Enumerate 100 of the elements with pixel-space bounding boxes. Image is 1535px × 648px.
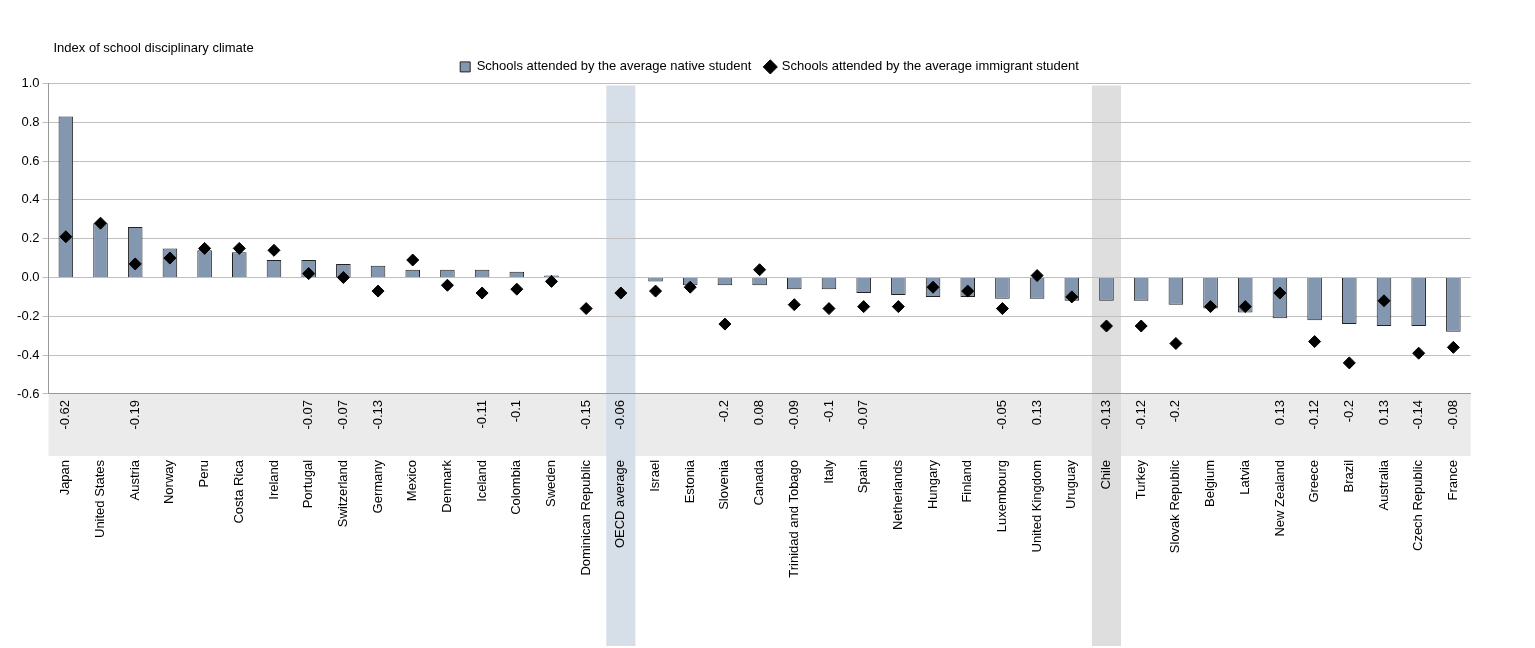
text: -0.05 [994,399,1009,430]
text: 0.08 [751,399,767,426]
point [1308,335,1322,349]
point [1446,340,1460,354]
x-tick-label: Sweden [543,459,559,507]
text: -0.06 [612,399,628,430]
x-tick-label: Dominican Republic [577,459,593,576]
y-tick-label: -0.2 [17,307,40,323]
point [440,278,454,292]
y-tick-label: 1.0 [21,74,40,90]
x-tick-label: Hungary [924,459,940,510]
text: -0.2 [1340,399,1356,423]
x-tick-label: OECD average [612,459,628,549]
text: 0.13 [1028,399,1044,426]
text: -0.2 [1167,399,1183,423]
point [1134,319,1148,333]
point [1412,346,1426,360]
y-tick-label: 0.6 [21,152,40,168]
point [1169,336,1183,350]
point [683,280,697,294]
text: -0.07 [855,399,871,430]
point [336,271,350,284]
point [544,274,558,288]
x-tick-label: New Zealand [1271,459,1287,537]
point [94,216,108,230]
x-tick-label: Germany [369,459,385,514]
point [198,241,212,255]
point [510,282,524,296]
y-tick-label: 0.2 [21,230,40,246]
x-tick-label: Trinidad and Tobago [785,459,801,578]
y-tick-label: 0.4 [21,191,40,207]
x-tick-label: Canada [751,459,767,506]
point [857,300,871,314]
point [128,257,142,271]
x-tick-label: Greece [1306,459,1322,503]
point [371,284,385,298]
text: -0.1 [820,399,836,423]
x-tick-label: Turkey [1132,459,1148,500]
x-tick-label: Japan [57,459,73,496]
x-tick-label: Denmark [438,459,454,513]
text: -0.08 [1444,399,1460,430]
x-tick-label: Israel [647,459,663,492]
text: -0.12 [1306,399,1322,430]
text: -0.19 [126,399,142,430]
x-tick-label: Latvia [1236,459,1252,495]
point [718,317,732,331]
x-tick-label: Netherlands [889,459,905,531]
text: -0.12 [1132,399,1148,430]
x-tick-label: Ireland [265,459,281,500]
point [787,298,801,312]
text: -0.09 [785,399,801,430]
point [1030,269,1044,283]
point [753,263,767,277]
legend-label: Schools attended by the average native student [476,58,752,74]
x-tick-label: Brazil [1340,459,1356,493]
point [1065,290,1079,304]
text: -0.15 [577,399,593,430]
point [406,253,420,267]
point [1204,300,1218,314]
point [891,300,905,314]
x-tick-label: Australia [1375,459,1391,511]
x-tick-label: Portugal [300,459,316,509]
point [59,230,73,244]
y-tick-label: -0.4 [17,346,40,362]
x-tick-label: Belgium [1202,459,1218,507]
y-tick-label: 0.8 [21,113,40,129]
point [822,302,836,316]
text: -0.1 [508,399,524,423]
text: 0.13 [1271,399,1287,426]
x-tick-label: Colombia [508,459,524,515]
x-tick-label: Uruguay [1063,459,1079,510]
point [995,302,1009,316]
text: -0.07 [334,399,350,430]
text: 0.13 [1375,399,1391,426]
x-tick-label: Switzerland [334,459,350,528]
x-tick-label: France [1444,459,1460,501]
legend-label: Schools attended by the average immigrant student [781,58,1080,74]
x-tick-label: United Kingdom [1028,459,1044,553]
text: -0.2 [716,399,732,423]
point [614,286,628,300]
point [649,284,663,298]
point [475,286,489,300]
text: -0.14 [1410,399,1426,430]
point [302,267,316,281]
x-tick-label: Austria [126,459,142,501]
text: -0.62 [57,399,73,430]
point [232,241,246,255]
x-tick-label: Czech Republic [1410,459,1426,551]
text: -0.11 [473,399,489,429]
text: -0.07 [300,399,316,430]
x-tick-label: Finland [959,459,975,503]
x-tick-label: Spain [855,459,871,494]
y-tick-label: -0.6 [17,385,40,401]
x-tick-label: Iceland [473,459,489,502]
point [267,243,281,257]
x-tick-label: Slovak Republic [1167,459,1183,554]
y-axis-title: Index of school disciplinary climate [53,39,254,55]
x-tick-label: Luxembourg [994,459,1009,533]
x-tick-label: Norway [161,459,177,505]
text: -0.13 [369,399,385,430]
